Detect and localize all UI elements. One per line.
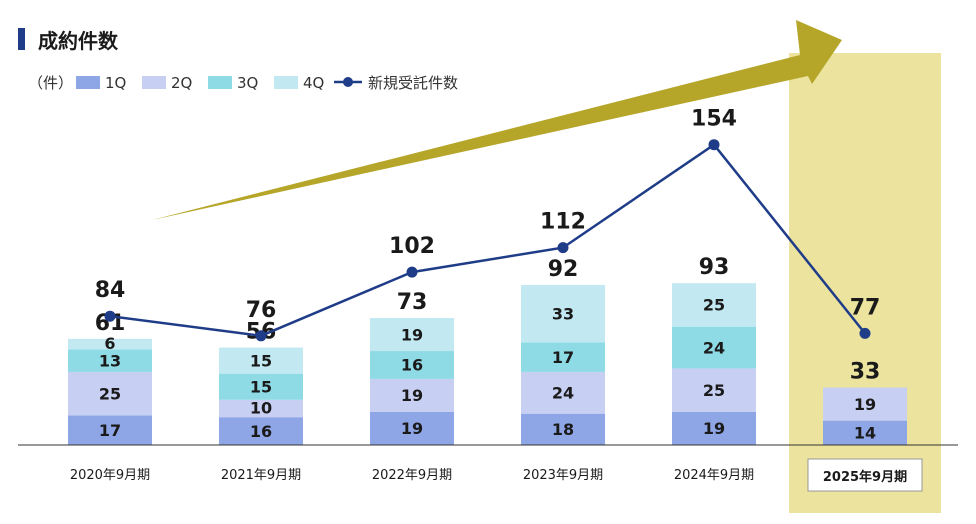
chart-title: 成約件数: [38, 29, 118, 53]
bar-value-label: 17: [552, 348, 574, 367]
bar-value-label: 18: [552, 420, 574, 439]
line-value-label: 154: [691, 107, 737, 132]
bar-segment-3q: [521, 342, 605, 372]
bar-value-label: 33: [552, 304, 574, 323]
x-tick-label: 2024年9月期: [674, 468, 754, 483]
line-value-label: 84: [95, 278, 126, 303]
line-point: [255, 330, 267, 342]
bar-total-label: 93: [699, 255, 730, 280]
line-value-label: 112: [540, 210, 586, 235]
x-tick-label: 2022年9月期: [372, 468, 452, 483]
bar-segment-1q: [672, 411, 756, 445]
bar-value-label: 25: [703, 381, 725, 400]
x-tick-label: 2023年9月期: [523, 468, 603, 483]
legend-label-new-contracts: 新規受託件数: [368, 74, 458, 92]
line-value-label: 76: [246, 298, 277, 323]
line-point: [557, 242, 569, 254]
bar-value-label: 6: [104, 334, 115, 353]
line-point: [406, 266, 418, 278]
bar-value-label: 19: [854, 395, 876, 414]
bar-segment-3q: [219, 373, 303, 400]
bar-segment-3q: [672, 326, 756, 369]
line-point: [708, 139, 720, 151]
legend-swatch-3q: [208, 76, 232, 89]
highlight-category-box: [807, 458, 923, 492]
bar-value-label: 17: [99, 421, 121, 440]
legend-unit-label: （件）: [28, 74, 73, 92]
line-point: [859, 327, 871, 339]
title-accent-bar: [18, 28, 25, 50]
bar-value-label: 19: [401, 325, 423, 344]
bar-segment-1q: [823, 420, 907, 445]
bar-value-label: 19: [703, 419, 725, 438]
bar-value-label: 25: [703, 296, 725, 315]
legend-swatch-2q: [142, 76, 166, 89]
line-value-label: 77: [850, 295, 881, 320]
trend-arrow: [152, 20, 842, 220]
bar-segment-2q: [521, 371, 605, 414]
bar-value-label: 19: [401, 419, 423, 438]
bar-segment-1q: [219, 417, 303, 445]
bar-value-label: 16: [250, 422, 272, 441]
bar-segment-2q: [68, 371, 152, 416]
line-value-label: 102: [389, 234, 435, 259]
bar-segment-1q: [68, 415, 152, 445]
legend-label-2q: 2Q: [171, 74, 192, 92]
bar-segment-2q: [219, 399, 303, 418]
x-tick-label: 2025年9月期: [823, 469, 907, 485]
bar-value-label: 24: [552, 384, 574, 403]
legend-label-1q: 1Q: [105, 74, 126, 92]
line-new-contracts: [109, 143, 866, 338]
bar-value-label: 14: [854, 424, 876, 443]
line-point: [104, 310, 116, 322]
bar-value-label: 10: [250, 399, 272, 418]
legend-swatch-4q: [274, 76, 298, 89]
bar-value-label: 19: [401, 386, 423, 405]
bar-segment-1q: [521, 413, 605, 445]
bar-segment-4q: [370, 317, 454, 352]
bar-segment-4q: [521, 284, 605, 343]
bar-segment-3q: [68, 349, 152, 372]
bar-value-label: 16: [401, 356, 423, 375]
legend-label-4q: 4Q: [303, 74, 324, 92]
bar-total-label: 33: [850, 360, 881, 385]
bar-value-label: 24: [703, 338, 725, 357]
x-tick-label: 2020年9月期: [70, 468, 150, 483]
x-tick-label: 2021年9月期: [221, 468, 301, 483]
bar-segment-1q: [370, 411, 454, 445]
bar-value-label: 13: [99, 351, 121, 370]
bar-value-label: 15: [250, 377, 272, 396]
legend-line-marker: [343, 77, 353, 87]
bar-segment-4q: [219, 347, 303, 374]
bar-segment-2q: [823, 387, 907, 421]
bar-total-label: 73: [397, 290, 428, 315]
bar-total-label: 92: [548, 257, 579, 282]
bar-segment-4q: [672, 283, 756, 327]
bar-value-label: 25: [99, 384, 121, 403]
bar-value-label: 15: [250, 351, 272, 370]
legend-swatch-1q: [76, 76, 100, 89]
legend-label-3q: 3Q: [237, 74, 258, 92]
bar-segment-2q: [672, 368, 756, 412]
bar-segment-2q: [370, 378, 454, 412]
bar-segment-3q: [370, 351, 454, 379]
bar-segment-4q: [68, 338, 152, 350]
